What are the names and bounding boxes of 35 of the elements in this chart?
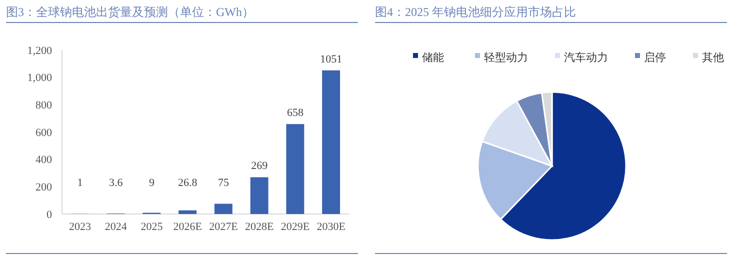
data-label: 658 (286, 107, 304, 120)
data-label: 9 (148, 177, 155, 189)
bar (322, 70, 340, 214)
bar (178, 210, 197, 214)
legend-label: 轻型动力 (484, 50, 528, 64)
data-label: 1051 (320, 53, 342, 66)
data-label: 26.8 (178, 177, 198, 189)
x-tick-label: 2023 (68, 221, 92, 233)
x-tick-label: 2026E (173, 221, 202, 233)
y-tick-label: 1,000 (27, 72, 52, 84)
y-tick-label: 600 (36, 126, 52, 139)
x-tick-label: 2024 (104, 221, 128, 233)
y-tick-label: 800 (36, 100, 52, 112)
x-tick-label: 2027E (209, 221, 238, 233)
data-label: 3.6 (108, 177, 124, 189)
data-label: 75 (218, 177, 230, 189)
x-tick-label: 2025 (140, 221, 164, 233)
x-tick-label: 2030E (316, 221, 346, 233)
y-tick-label: 1,200 (27, 44, 52, 57)
bar (214, 204, 232, 214)
legend-label: 储能 (422, 50, 444, 64)
chart-title: 图4：2025 年钠电池细分应用市场占比 (375, 5, 576, 19)
bar (250, 177, 268, 214)
data-label: 1 (77, 177, 83, 189)
legend-label: 启停 (644, 50, 666, 64)
y-tick-label: 200 (36, 182, 52, 194)
chart-title: 图3：全球钠电池出货量及预测（单位：GWh） (6, 5, 254, 19)
y-tick-label: 0 (46, 208, 52, 221)
data-label: 269 (251, 160, 268, 172)
legend-label: 汽车动力 (564, 50, 608, 64)
x-tick-label: 2028E (244, 221, 274, 233)
bar (286, 124, 304, 214)
y-tick-label: 400 (36, 154, 52, 166)
x-tick-label: 2029E (280, 221, 310, 233)
legend-label: 其他 (702, 50, 724, 64)
